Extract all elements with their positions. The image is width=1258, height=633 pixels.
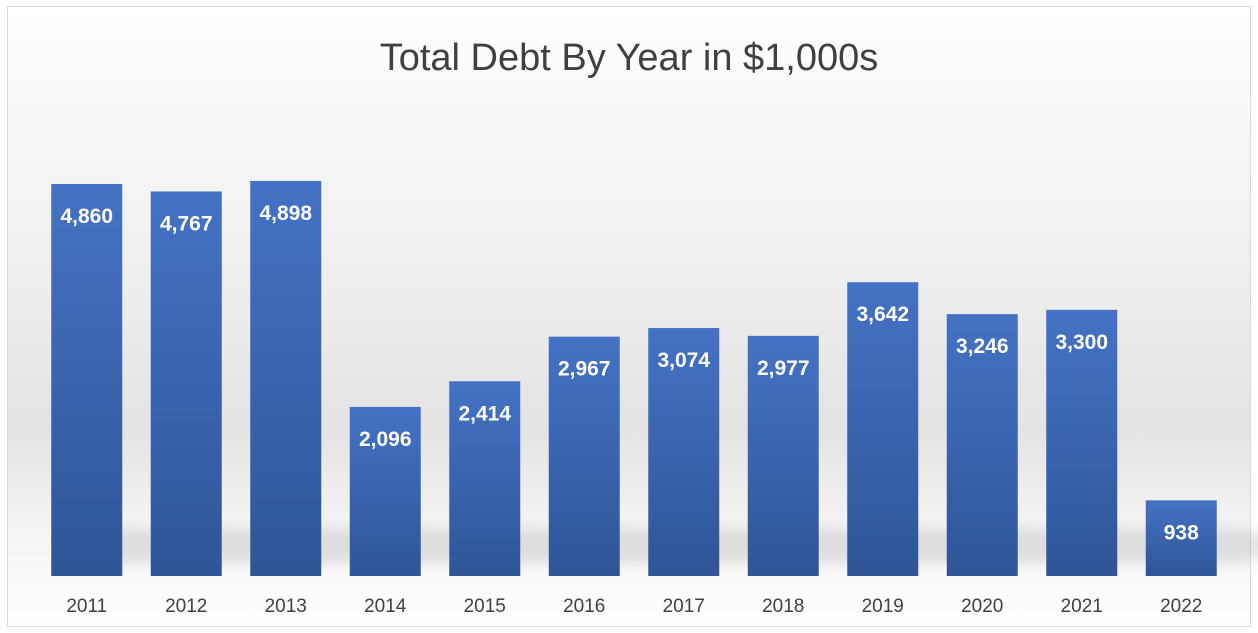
data-label-2020: 3,246 xyxy=(956,335,1009,358)
x-tick-label-2022: 2022 xyxy=(1160,596,1202,617)
data-label-2011: 4,860 xyxy=(60,205,113,228)
data-label-2021: 3,300 xyxy=(1055,331,1108,354)
data-label-2018: 2,977 xyxy=(757,357,810,380)
bar-2022 xyxy=(1145,500,1217,576)
bar-2021 xyxy=(1046,309,1118,576)
data-label-2014: 2,096 xyxy=(359,428,412,451)
x-tick-label-2014: 2014 xyxy=(364,596,407,617)
bar-2018 xyxy=(747,335,819,576)
chart-title: Total Debt By Year in $1,000s xyxy=(379,37,879,79)
bar-2011 xyxy=(51,183,123,576)
data-label-2022: 938 xyxy=(1164,521,1199,544)
data-label-2016: 2,967 xyxy=(558,358,611,381)
bar-2016 xyxy=(548,336,620,576)
data-label-2017: 3,074 xyxy=(657,349,710,372)
bar-labels-group: 4,860 4,767 4,898 2,096 2,414 2,967 3,074 2,977… xyxy=(60,202,1199,544)
x-tick-label-2020: 2020 xyxy=(961,596,1003,617)
x-tick-label-2015: 2015 xyxy=(464,596,506,617)
x-tick-label-2019: 2019 xyxy=(862,596,904,617)
data-label-2013: 4,898 xyxy=(259,202,312,225)
bar-2012 xyxy=(150,191,222,576)
data-label-2012: 4,767 xyxy=(160,212,213,235)
x-tick-label-2018: 2018 xyxy=(762,596,804,617)
bar-2019 xyxy=(847,282,919,576)
x-tick-label-2016: 2016 xyxy=(563,596,605,617)
bar-2014 xyxy=(349,406,421,576)
bar-2017 xyxy=(648,328,720,576)
bar-2015 xyxy=(449,381,521,576)
bars-group xyxy=(51,180,1217,577)
bar-2020 xyxy=(946,314,1018,576)
x-tick-label-2017: 2017 xyxy=(663,596,705,617)
x-axis-ticks: 2011 2012 2013 2014 2015 2016 2017 2018 2019 2020… xyxy=(66,596,1202,617)
data-label-2015: 2,414 xyxy=(458,402,511,425)
x-tick-label-2012: 2012 xyxy=(165,596,207,617)
x-tick-label-2021: 2021 xyxy=(1061,596,1103,617)
x-tick-label-2011: 2011 xyxy=(66,596,107,617)
x-tick-label-2013: 2013 xyxy=(265,596,307,617)
data-label-2019: 3,642 xyxy=(856,303,909,326)
bar-2013 xyxy=(250,180,322,577)
